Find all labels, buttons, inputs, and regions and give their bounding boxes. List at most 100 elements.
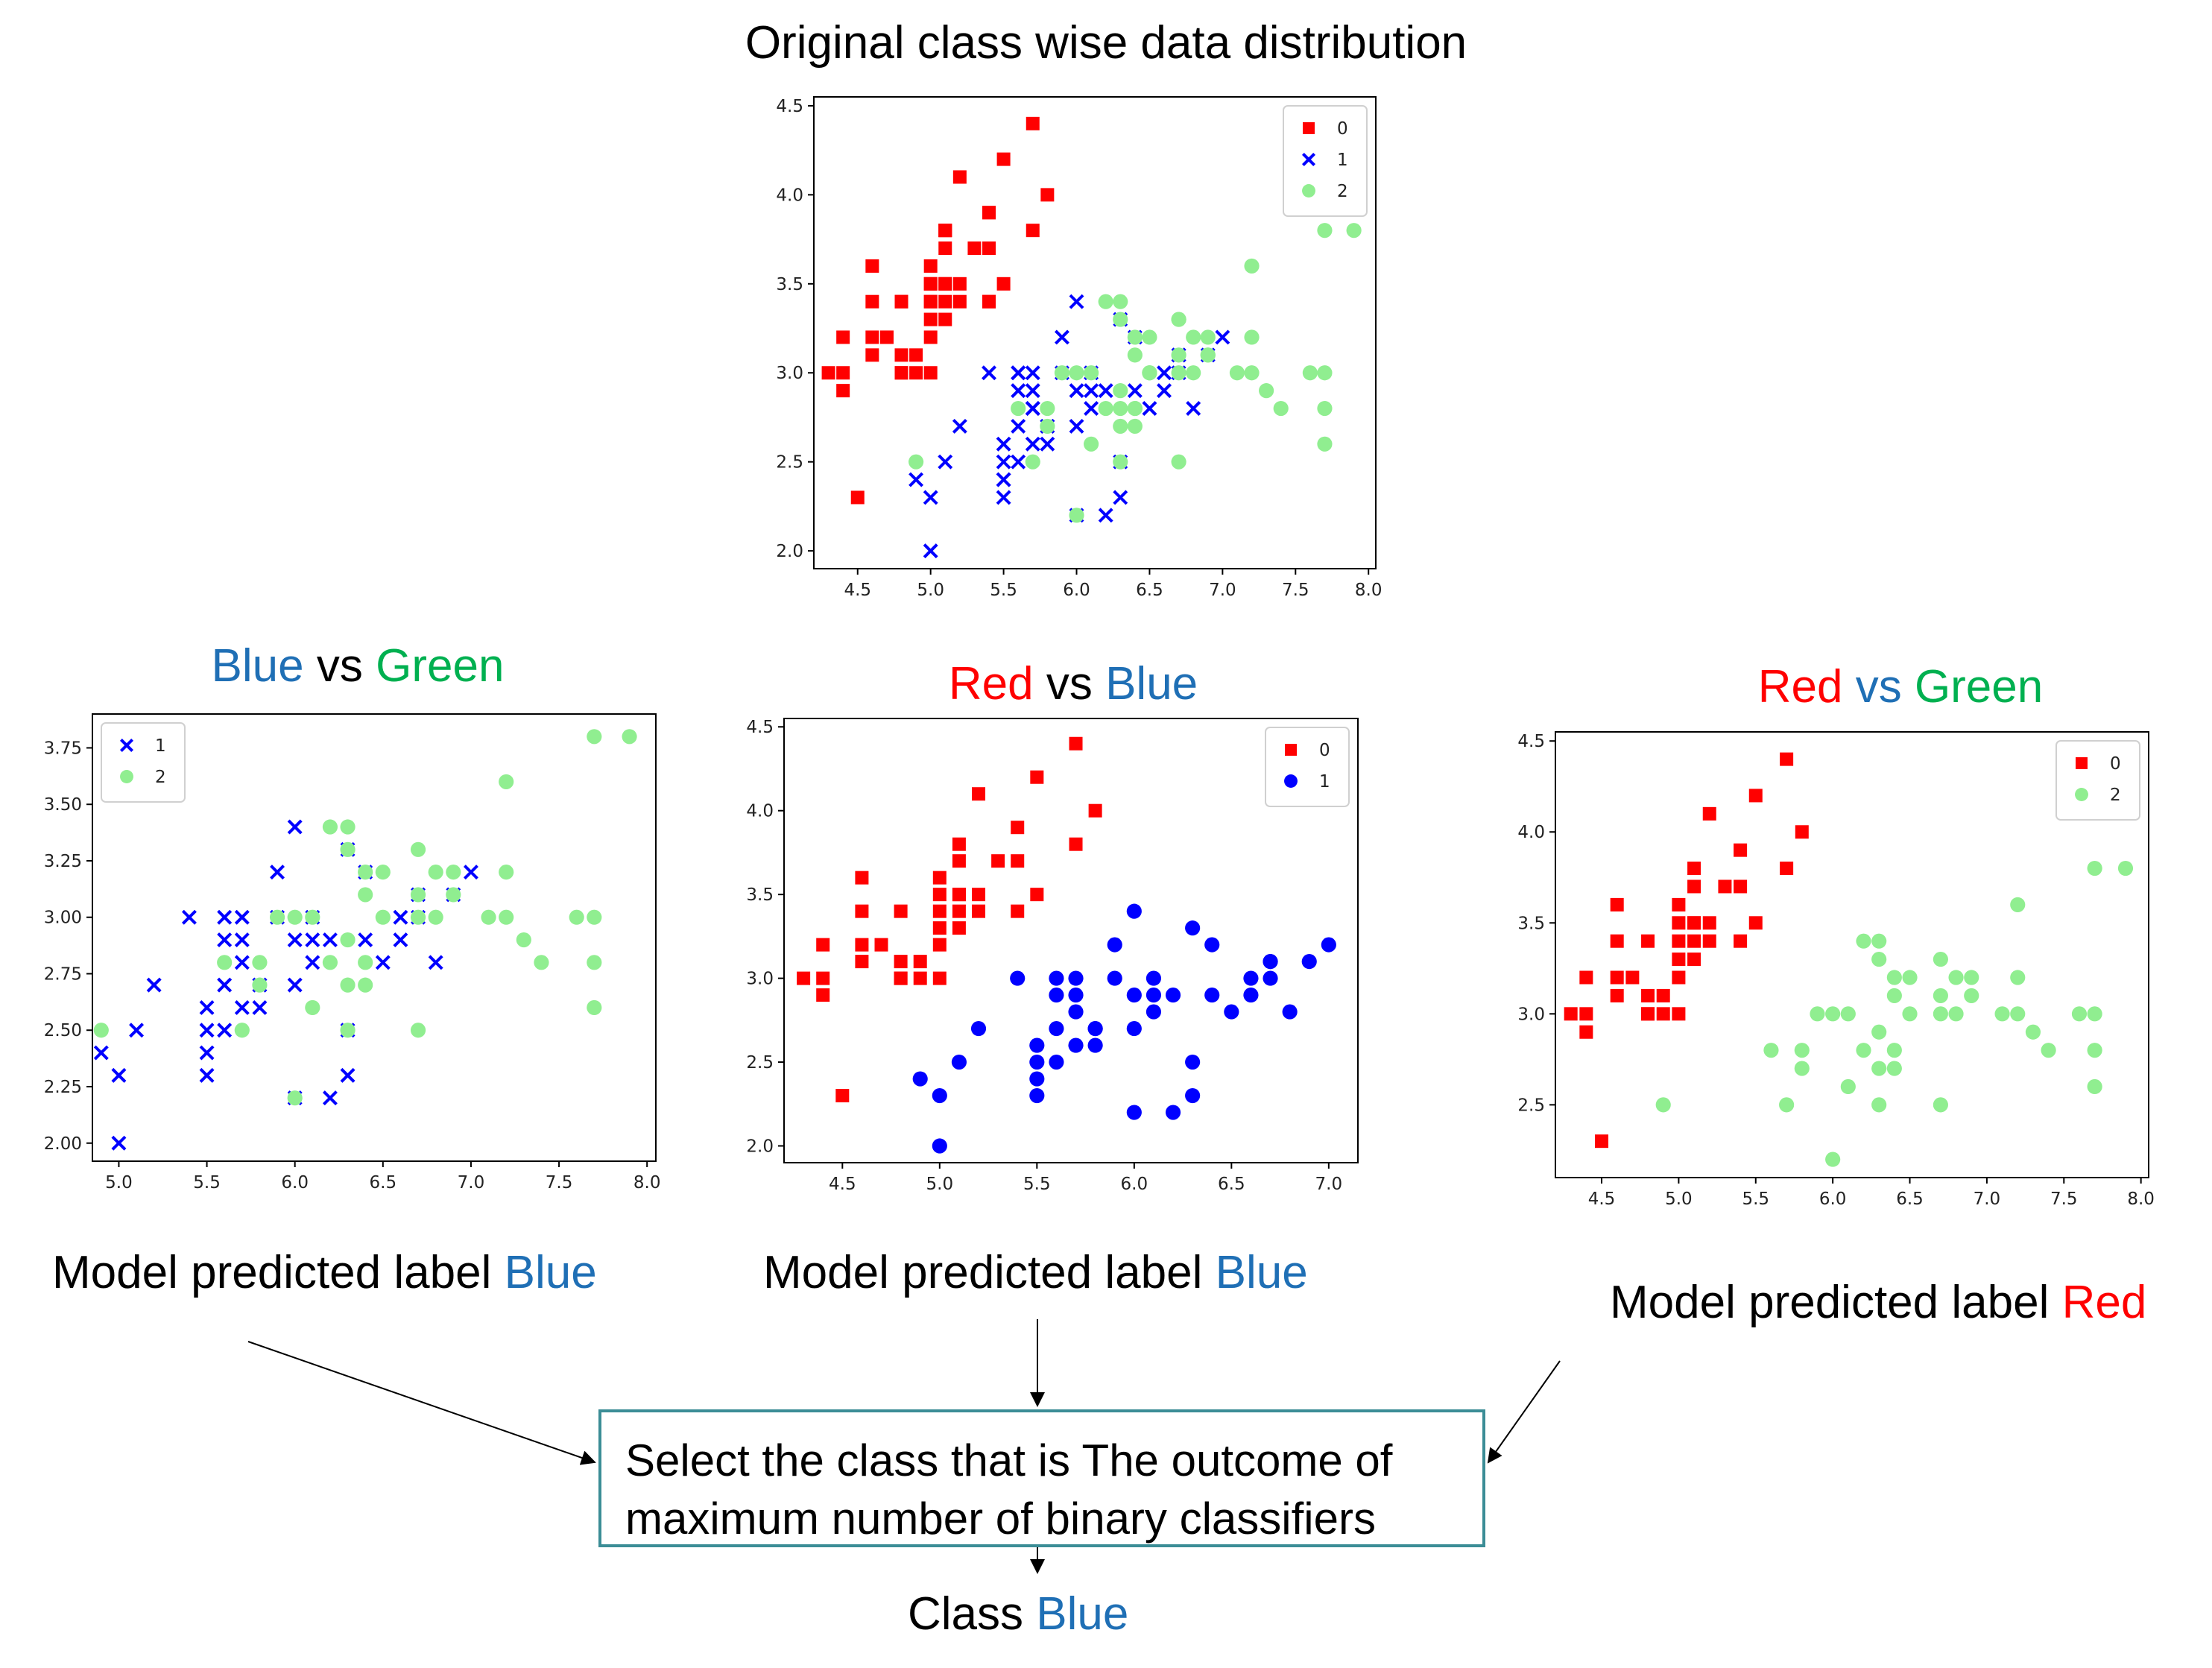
data-point — [1011, 854, 1025, 868]
data-point — [340, 932, 356, 948]
data-point — [287, 1090, 303, 1106]
data-point — [996, 277, 1011, 291]
x-tick-label: 5.5 — [193, 1173, 221, 1192]
data-point — [932, 921, 947, 935]
data-point — [996, 490, 1011, 505]
legend-marker — [1302, 184, 1315, 198]
data-point — [1107, 937, 1122, 953]
data-point — [305, 932, 320, 947]
data-point — [1069, 837, 1083, 851]
data-point — [850, 490, 865, 505]
caption-red-vs-blue: Model predicted label Blue — [763, 1246, 1308, 1299]
data-point — [199, 999, 215, 1015]
data-point — [996, 472, 1011, 487]
data-point — [1933, 952, 1948, 967]
caption-prefix: Model predicted label — [1610, 1277, 2050, 1328]
data-point — [1779, 1097, 1795, 1113]
data-point — [836, 330, 850, 344]
data-point — [1204, 937, 1220, 953]
data-point — [923, 366, 938, 380]
main-title: Original class wise data distribution — [745, 17, 1467, 69]
data-point — [217, 932, 233, 947]
data-point — [1244, 329, 1260, 345]
data-point — [340, 1067, 356, 1083]
data-point — [1687, 862, 1701, 876]
data-point — [234, 999, 250, 1015]
data-point — [252, 999, 268, 1015]
data-point — [1146, 970, 1162, 986]
data-point — [1317, 400, 1333, 417]
data-point — [991, 854, 1005, 868]
y-tick-label: 4.0 — [746, 802, 774, 821]
data-point — [270, 865, 285, 880]
data-point — [587, 999, 602, 1016]
data-point — [952, 170, 967, 184]
data-point — [463, 865, 478, 880]
y-tick-label: 4.0 — [776, 186, 803, 205]
x-tick-label: 4.5 — [1588, 1190, 1616, 1209]
decision-line-1: Select the class that is The outcome of — [625, 1435, 1393, 1485]
legend: 0 1 2 — [1283, 105, 1368, 217]
x-tick-label: 5.5 — [1023, 1175, 1051, 1194]
data-point — [835, 1089, 850, 1103]
result-prefix: Class — [908, 1588, 1024, 1640]
data-point — [428, 909, 443, 925]
data-point — [1871, 933, 1887, 949]
series-2 — [1655, 860, 2134, 1167]
legend-label: 1 — [155, 736, 166, 756]
data-point — [1317, 365, 1333, 381]
caption-red-vs-green: Model predicted label Red — [1610, 1276, 2146, 1329]
data-point — [996, 454, 1011, 470]
result-label: Class Blue — [908, 1588, 1128, 1640]
data-point — [234, 1023, 250, 1038]
data-point — [499, 774, 514, 789]
data-point — [375, 955, 391, 970]
data-point — [836, 366, 850, 380]
data-point — [1049, 988, 1064, 1003]
y-tick-label: 3.0 — [746, 970, 774, 989]
data-point — [1098, 508, 1113, 523]
vs-label: vs — [316, 640, 363, 692]
data-point — [1687, 953, 1701, 967]
data-point — [1126, 988, 1142, 1003]
green-label: Green — [1914, 661, 2044, 713]
result-value: Blue — [1036, 1588, 1129, 1640]
data-point — [111, 1135, 127, 1151]
data-point — [932, 971, 947, 985]
data-point — [1964, 988, 1979, 1003]
data-point — [358, 955, 373, 970]
x-tick-label: 4.5 — [844, 581, 871, 600]
data-point — [1011, 365, 1026, 381]
arrow-left — [247, 1341, 596, 1465]
data-point — [1026, 116, 1040, 130]
data-point — [1040, 418, 1055, 434]
data-point — [1579, 1025, 1593, 1039]
data-point — [912, 1071, 928, 1087]
data-point — [879, 330, 894, 344]
data-point — [913, 971, 927, 985]
data-point — [1215, 329, 1230, 345]
data-point — [1871, 1061, 1887, 1076]
data-point — [446, 887, 461, 903]
data-point — [1734, 934, 1748, 948]
x-tick-label: 7.5 — [2050, 1190, 2078, 1209]
data-point — [1672, 1007, 1686, 1021]
x-tick-label: 8.0 — [633, 1173, 661, 1192]
data-point — [146, 977, 162, 993]
data-point — [1840, 1078, 1856, 1095]
data-point — [1948, 970, 1964, 985]
data-point — [305, 999, 320, 1016]
y-tick-label: 4.5 — [746, 718, 774, 737]
data-point — [1825, 1152, 1841, 1167]
data-point — [1672, 934, 1686, 948]
data-point — [938, 312, 952, 326]
data-point — [865, 294, 879, 309]
data-point — [587, 729, 602, 745]
caption-prefix: Model predicted label — [52, 1247, 492, 1298]
data-point — [1672, 970, 1686, 985]
data-point — [1641, 934, 1655, 948]
y-tick-label: 3.5 — [1517, 914, 1545, 933]
plot-frame — [1555, 731, 2149, 1178]
data-point — [410, 841, 426, 857]
data-point — [923, 277, 938, 291]
